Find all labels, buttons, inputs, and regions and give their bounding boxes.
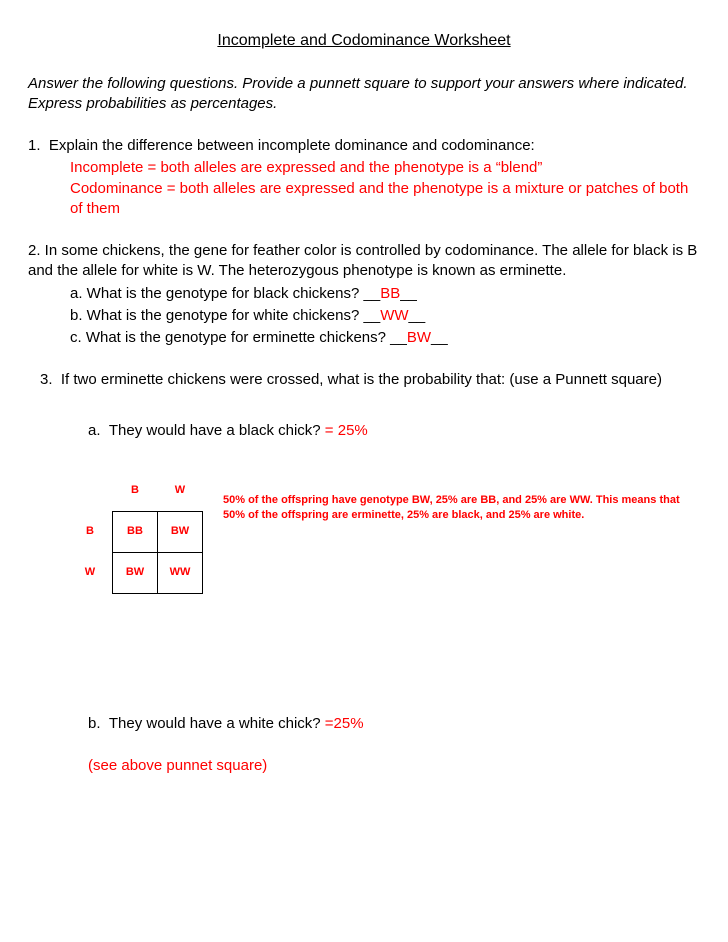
q3a-label: a. They would have a black chick? — [88, 422, 325, 439]
q2-sub-a: a. What is the genotype for black chicke… — [70, 284, 700, 304]
q1-stem: 1. Explain the difference between incomp… — [28, 136, 700, 156]
q1-answer: Incomplete = both alleles are expressed … — [70, 158, 700, 219]
q3a-answer: = 25% — [325, 422, 368, 439]
q2b-suffix: __ — [409, 307, 426, 324]
instructions: Answer the following questions. Provide … — [28, 74, 700, 115]
q2b-answer: WW — [380, 307, 408, 324]
punnett-explanation: 50% of the offspring have genotype BW, 2… — [223, 493, 693, 524]
q2a-answer: BB — [380, 285, 400, 302]
punnett-square: B W B BB BW W BW WW — [68, 471, 203, 594]
question-1: 1. Explain the difference between incomp… — [28, 136, 700, 219]
worksheet-title: Incomplete and Codominance Worksheet — [28, 30, 700, 52]
punnett-cell-1-1: WW — [158, 552, 203, 593]
q2b-label: b. What is the genotype for white chicke… — [70, 307, 380, 324]
punnett-cell-0-1: BW — [158, 511, 203, 552]
q3-stem: 3. If two erminette chickens were crosse… — [40, 370, 700, 390]
question-3: 3. If two erminette chickens were crosse… — [28, 370, 700, 776]
q2-sub-b: b. What is the genotype for white chicke… — [70, 306, 700, 326]
punnett-row-header-1: W — [68, 552, 113, 593]
punnett-row-header-0: B — [68, 511, 113, 552]
q2-sub-c: c. What is the genotype for erminette ch… — [70, 328, 700, 348]
q2a-label: a. What is the genotype for black chicke… — [70, 285, 380, 302]
q2-stem: 2. In some chickens, the gene for feathe… — [28, 241, 700, 282]
q3b-label: b. They would have a white chick? — [88, 715, 325, 732]
q3b-answer: =25% — [325, 715, 364, 732]
question-2: 2. In some chickens, the gene for feathe… — [28, 241, 700, 348]
punnett-col-header-1: W — [158, 471, 203, 512]
q2a-suffix: __ — [400, 285, 417, 302]
punnett-cell-1-0: BW — [113, 552, 158, 593]
q2c-label: c. What is the genotype for erminette ch… — [70, 329, 407, 346]
q3-sub-b: b. They would have a white chick? =25% — [88, 714, 700, 734]
q2c-suffix: __ — [431, 329, 448, 346]
punnett-col-header-0: B — [113, 471, 158, 512]
punnett-cell-0-0: BB — [113, 511, 158, 552]
q3b-note: (see above punnet square) — [88, 756, 700, 776]
q3-stem-text: 3. If two erminette chickens were crosse… — [40, 371, 662, 388]
q2c-answer: BW — [407, 329, 431, 346]
q3-sub-a: a. They would have a black chick? = 25% — [88, 421, 700, 441]
punnett-square-section: B W B BB BW W BW WW 50% of the offspring… — [68, 471, 700, 594]
